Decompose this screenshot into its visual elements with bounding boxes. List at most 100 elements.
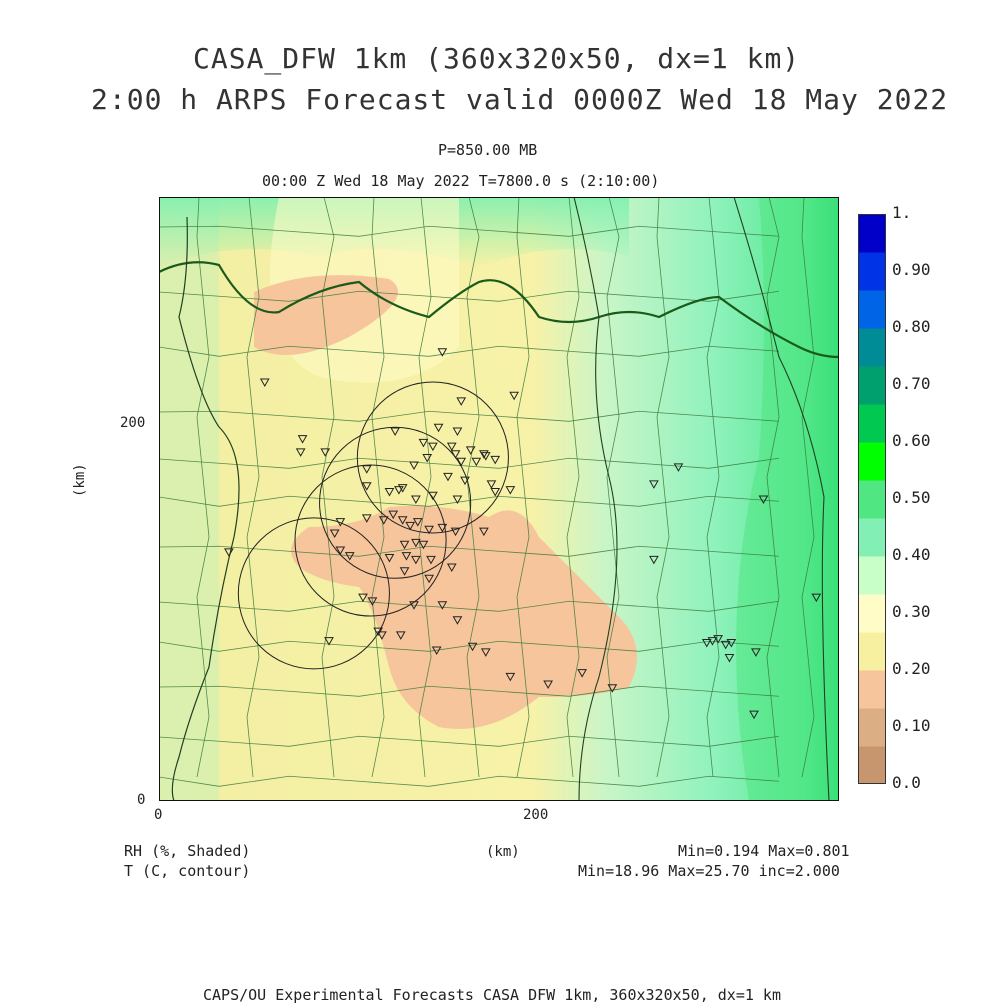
shaded-min-max: Min=0.194 Max=0.801 [678,842,850,860]
county-line-vertical [246,197,260,778]
station-marker [543,680,553,689]
station-marker [505,672,516,682]
y-tick-200: 200 [120,415,146,431]
colorbar-swatch [858,632,886,671]
station-marker [409,461,419,471]
county-line-vertical [371,197,385,778]
county-line-horizontal [159,495,780,507]
station-marker [377,631,387,640]
station-marker [437,601,448,610]
map-frame [159,197,839,801]
colorbar-swatch [858,404,886,443]
colorbar-tick-label: 0.30 [892,602,931,621]
station-marker [509,391,519,401]
colorbar-tick-label: 0.50 [892,488,931,507]
station-marker [335,546,346,555]
station-marker [751,648,761,657]
station-marker [401,552,412,561]
station-marker [452,427,463,437]
station-marker [450,527,461,537]
county-line-horizontal [159,545,780,557]
county-line-vertical [418,197,432,778]
colorbar-tick-label: 0.0 [892,773,921,792]
colorbar-swatch [858,214,886,253]
station-marker [480,452,491,461]
x-axis-label: (km) [486,844,520,860]
river [171,216,240,801]
colorbar-swatch [858,746,886,784]
radar-ring [356,381,509,534]
station-marker [394,486,404,495]
forecast-map [159,197,839,801]
station-marker [361,465,372,474]
state-boundary [159,261,839,359]
station-marker [490,455,501,465]
station-marker [320,448,331,457]
x-tick-200: 200 [523,807,549,823]
colorbar-tick-label: 0.80 [892,317,931,336]
colorbar-swatch [858,290,886,329]
station-marker [452,616,463,625]
station-marker [443,472,453,482]
station-marker [384,487,395,497]
county-line-horizontal [159,735,780,747]
station-marker [329,529,340,538]
colorbar-swatch [858,252,886,291]
station-marker [758,495,769,505]
rh-temperature-map [159,197,839,801]
station-marker [405,521,416,531]
county-line-vertical [516,197,530,778]
county-line-horizontal [159,640,780,652]
station-marker [324,637,334,646]
station-marker [397,516,408,525]
river-east [573,197,618,801]
radar-ring [294,464,447,617]
station-marker [412,518,423,527]
station-marker [465,446,476,455]
rh-colorbar [858,214,886,784]
station-marker [450,450,461,459]
station-marker [749,710,759,720]
station-marker [297,435,308,444]
county-line-horizontal [159,600,780,612]
colorbar-tick-label: 0.20 [892,659,931,678]
colorbar-swatch [858,442,886,481]
station-marker [418,540,429,550]
station-marker [649,480,659,489]
contour-field-label: T (C, contour) [124,862,251,880]
map-title-line1: CASA_DFW 1km (360x320x50, dx=1 km) [193,42,801,75]
station-marker [418,438,429,448]
station-marker [577,669,587,678]
colorbar-swatch [858,366,886,405]
station-marker [456,457,467,467]
county-line-horizontal [159,345,780,357]
colorbar-tick-label: 0.70 [892,374,931,393]
station-marker [486,480,497,489]
station-marker [367,597,378,606]
county-line-horizontal [159,225,780,237]
station-marker [384,554,395,563]
map-title-line2: 2:00 h ARPS Forecast valid 0000Z Wed 18 … [91,83,949,116]
station-marker [424,525,434,535]
station-marker [437,348,448,357]
station-marker [361,514,372,523]
radar-ring [319,426,472,579]
station-marker [422,453,433,463]
county-line-vertical [606,197,620,778]
y-axis-label: (km) [72,463,88,497]
county-line-vertical [566,197,580,778]
county-line-vertical [321,197,335,778]
station-marker [673,463,684,472]
colorbar-swatch [858,556,886,595]
station-marker [428,442,438,452]
station-marker [424,574,434,584]
county-line-vertical [706,197,720,778]
station-marker [480,648,491,657]
colorbar-swatch [858,518,886,557]
station-marker [437,523,448,533]
station-marker [713,635,723,644]
station-marker [471,457,482,467]
station-marker [726,638,737,648]
county-line-vertical [766,197,780,778]
station-marker [335,518,346,527]
